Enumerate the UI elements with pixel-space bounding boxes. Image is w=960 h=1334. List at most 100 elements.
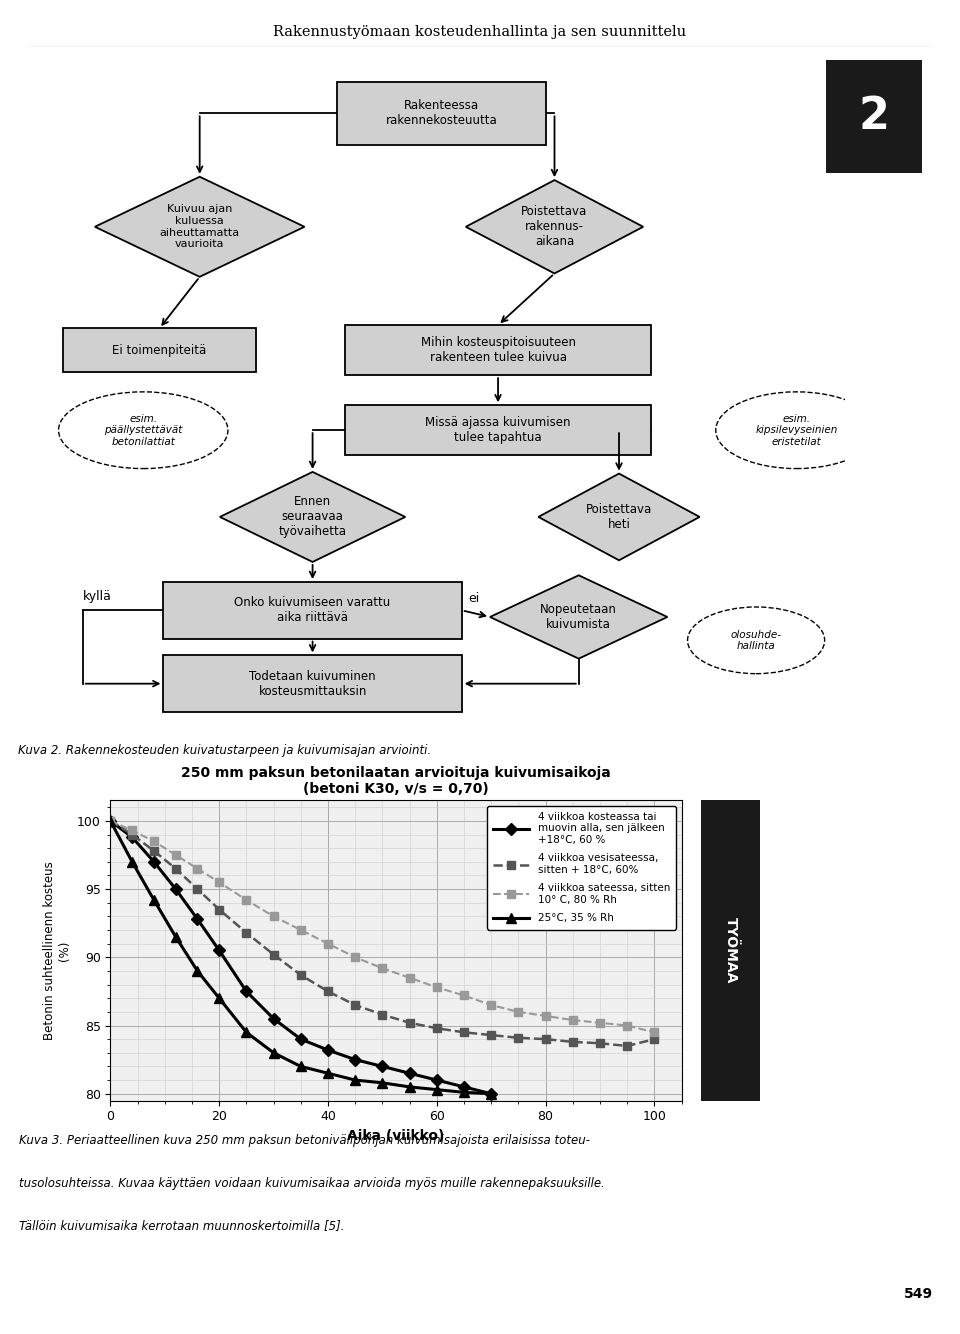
Line: 25°C, 35 % Rh: 25°C, 35 % Rh xyxy=(106,816,496,1099)
4 viikkoa vesisateessa,
sitten + 18°C, 60% xyxy=(594,1035,606,1051)
Text: kyllä: kyllä xyxy=(83,591,111,603)
25°C, 35 % Rh xyxy=(431,1082,443,1098)
4 viikkoa kosteassa tai
muovin alla, sen jälkeen
+18°C, 60 % xyxy=(127,830,138,846)
4 viikkoa sateessa, sitten
10° C, 80 % Rh xyxy=(594,1015,606,1031)
4 viikkoa vesisateessa,
sitten + 18°C, 60% xyxy=(486,1027,497,1043)
4 viikkoa kosteassa tai
muovin alla, sen jälkeen
+18°C, 60 % xyxy=(192,911,204,927)
Text: Missä ajassa kuivumisen
tulee tapahtua: Missä ajassa kuivumisen tulee tapahtua xyxy=(425,416,571,444)
Title: 250 mm paksun betonilaatan arvioituja kuivumisaikoja
(betoni K30, v/s = 0,70): 250 mm paksun betonilaatan arvioituja ku… xyxy=(181,766,611,796)
4 viikkoa vesisateessa,
sitten + 18°C, 60% xyxy=(567,1034,579,1050)
4 viikkoa vesisateessa,
sitten + 18°C, 60% xyxy=(213,902,225,918)
4 viikkoa sateessa, sitten
10° C, 80 % Rh xyxy=(192,860,204,876)
4 viikkoa sateessa, sitten
10° C, 80 % Rh xyxy=(458,987,469,1003)
4 viikkoa vesisateessa,
sitten + 18°C, 60% xyxy=(376,1007,388,1023)
4 viikkoa vesisateessa,
sitten + 18°C, 60% xyxy=(192,880,204,896)
Text: Nopeutetaan
kuivumista: Nopeutetaan kuivumista xyxy=(540,603,617,631)
FancyBboxPatch shape xyxy=(821,55,926,179)
4 viikkoa vesisateessa,
sitten + 18°C, 60% xyxy=(431,1021,443,1037)
4 viikkoa vesisateessa,
sitten + 18°C, 60% xyxy=(458,1025,469,1041)
4 viikkoa kosteassa tai
muovin alla, sen jälkeen
+18°C, 60 % xyxy=(404,1066,416,1082)
25°C, 35 % Rh xyxy=(268,1045,279,1061)
4 viikkoa vesisateessa,
sitten + 18°C, 60% xyxy=(268,947,279,963)
Ellipse shape xyxy=(687,607,825,674)
25°C, 35 % Rh xyxy=(376,1075,388,1091)
4 viikkoa sateessa, sitten
10° C, 80 % Rh xyxy=(148,834,159,850)
Line: 4 viikkoa vesisateessa,
sitten + 18°C, 60%: 4 viikkoa vesisateessa, sitten + 18°C, 6… xyxy=(107,816,659,1050)
Text: Ei toimenpiteitä: Ei toimenpiteitä xyxy=(112,344,206,356)
Text: Todetaan kuivuminen
kosteusmittauksin: Todetaan kuivuminen kosteusmittauksin xyxy=(250,670,376,698)
FancyBboxPatch shape xyxy=(163,655,462,712)
4 viikkoa vesisateessa,
sitten + 18°C, 60% xyxy=(649,1031,660,1047)
25°C, 35 % Rh xyxy=(349,1073,361,1089)
Text: Rakennustyömaan kosteudenhallinta ja sen suunnittelu: Rakennustyömaan kosteudenhallinta ja sen… xyxy=(274,25,686,39)
Text: Ennen
seuraavaa
työvaihetta: Ennen seuraavaa työvaihetta xyxy=(278,495,347,539)
4 viikkoa kosteassa tai
muovin alla, sen jälkeen
+18°C, 60 % xyxy=(170,880,181,896)
25°C, 35 % Rh xyxy=(404,1079,416,1095)
Text: 2: 2 xyxy=(858,95,889,139)
4 viikkoa kosteassa tai
muovin alla, sen jälkeen
+18°C, 60 % xyxy=(241,983,252,999)
Ellipse shape xyxy=(716,392,877,468)
Text: Onko kuivumiseen varattu
aika riittävä: Onko kuivumiseen varattu aika riittävä xyxy=(234,596,391,624)
4 viikkoa vesisateessa,
sitten + 18°C, 60% xyxy=(404,1015,416,1031)
Text: olosuhde-
hallinta: olosuhde- hallinta xyxy=(731,630,781,651)
X-axis label: Aika (viikko): Aika (viikko) xyxy=(348,1129,444,1143)
FancyBboxPatch shape xyxy=(163,582,462,639)
4 viikkoa sateessa, sitten
10° C, 80 % Rh xyxy=(268,908,279,924)
Text: 549: 549 xyxy=(904,1287,933,1301)
4 viikkoa sateessa, sitten
10° C, 80 % Rh xyxy=(431,979,443,995)
Text: TYÖMAA: TYÖMAA xyxy=(724,918,737,983)
25°C, 35 % Rh xyxy=(127,854,138,870)
Text: Kuva 2. Rakennekosteuden kuivatustarpeen ja kuivumisajan arviointi.: Kuva 2. Rakennekosteuden kuivatustarpeen… xyxy=(18,744,432,756)
4 viikkoa vesisateessa,
sitten + 18°C, 60% xyxy=(127,827,138,843)
25°C, 35 % Rh xyxy=(295,1058,306,1074)
4 viikkoa sateessa, sitten
10° C, 80 % Rh xyxy=(486,996,497,1013)
Text: Rakenteessa
rakennekosteuutta: Rakenteessa rakennekosteuutta xyxy=(386,100,497,127)
25°C, 35 % Rh xyxy=(105,812,116,828)
4 viikkoa sateessa, sitten
10° C, 80 % Rh xyxy=(323,935,334,951)
25°C, 35 % Rh xyxy=(241,1025,252,1041)
4 viikkoa sateessa, sitten
10° C, 80 % Rh xyxy=(567,1013,579,1029)
4 viikkoa vesisateessa,
sitten + 18°C, 60% xyxy=(170,860,181,876)
25°C, 35 % Rh xyxy=(148,892,159,908)
FancyBboxPatch shape xyxy=(337,81,546,145)
Polygon shape xyxy=(539,474,700,560)
4 viikkoa vesisateessa,
sitten + 18°C, 60% xyxy=(513,1030,524,1046)
4 viikkoa sateessa, sitten
10° C, 80 % Rh xyxy=(295,922,306,938)
FancyBboxPatch shape xyxy=(62,328,256,372)
Line: 4 viikkoa sateessa, sitten
10° C, 80 % Rh: 4 viikkoa sateessa, sitten 10° C, 80 % R… xyxy=(107,816,659,1037)
4 viikkoa vesisateessa,
sitten + 18°C, 60% xyxy=(349,996,361,1013)
4 viikkoa sateessa, sitten
10° C, 80 % Rh xyxy=(621,1018,633,1034)
Polygon shape xyxy=(490,575,667,659)
4 viikkoa kosteassa tai
muovin alla, sen jälkeen
+18°C, 60 % xyxy=(268,1011,279,1027)
4 viikkoa sateessa, sitten
10° C, 80 % Rh xyxy=(376,960,388,976)
4 viikkoa sateessa, sitten
10° C, 80 % Rh xyxy=(349,950,361,966)
4 viikkoa kosteassa tai
muovin alla, sen jälkeen
+18°C, 60 % xyxy=(148,854,159,870)
4 viikkoa sateessa, sitten
10° C, 80 % Rh xyxy=(540,1009,551,1025)
Line: 4 viikkoa kosteassa tai
muovin alla, sen jälkeen
+18°C, 60 %: 4 viikkoa kosteassa tai muovin alla, sen… xyxy=(107,816,495,1098)
Polygon shape xyxy=(95,177,304,276)
Text: Tällöin kuivumisaika kerrotaan muunnoskertoimilla [5].: Tällöin kuivumisaika kerrotaan muunnoske… xyxy=(19,1219,345,1233)
4 viikkoa vesisateessa,
sitten + 18°C, 60% xyxy=(621,1038,633,1054)
4 viikkoa kosteassa tai
muovin alla, sen jälkeen
+18°C, 60 % xyxy=(213,942,225,958)
4 viikkoa kosteassa tai
muovin alla, sen jälkeen
+18°C, 60 % xyxy=(376,1058,388,1074)
4 viikkoa vesisateessa,
sitten + 18°C, 60% xyxy=(295,967,306,983)
25°C, 35 % Rh xyxy=(486,1086,497,1102)
25°C, 35 % Rh xyxy=(170,928,181,944)
25°C, 35 % Rh xyxy=(323,1066,334,1082)
Ellipse shape xyxy=(59,392,228,468)
Polygon shape xyxy=(220,472,405,562)
Polygon shape xyxy=(466,180,643,273)
Text: Kuivuu ajan
kuluessa
aiheuttamatta
vaurioita: Kuivuu ajan kuluessa aiheuttamatta vauri… xyxy=(159,204,240,249)
Y-axis label: Betonin suhteellinenn kosteus
(%): Betonin suhteellinenn kosteus (%) xyxy=(43,862,71,1039)
4 viikkoa kosteassa tai
muovin alla, sen jälkeen
+18°C, 60 % xyxy=(349,1051,361,1067)
4 viikkoa vesisateessa,
sitten + 18°C, 60% xyxy=(105,812,116,828)
Text: Kuva 3. Periaatteellinen kuva 250 mm paksun betonivälipohjan kuivumisajoista eri: Kuva 3. Periaatteellinen kuva 250 mm pak… xyxy=(19,1134,589,1147)
Text: esim.
päällystettävät
betonilattiat: esim. päällystettävät betonilattiat xyxy=(104,414,182,447)
Text: ei: ei xyxy=(468,592,479,606)
Text: Poistettava
rakennus-
aikana: Poistettava rakennus- aikana xyxy=(521,205,588,248)
Text: Mihin kosteuspitoisuuteen
rakenteen tulee kuivua: Mihin kosteuspitoisuuteen rakenteen tule… xyxy=(420,336,576,364)
4 viikkoa sateessa, sitten
10° C, 80 % Rh xyxy=(404,970,416,986)
4 viikkoa vesisateessa,
sitten + 18°C, 60% xyxy=(241,924,252,940)
Text: esim.
kipsilevyseinien
eristetilat: esim. kipsilevyseinien eristetilat xyxy=(756,414,838,447)
25°C, 35 % Rh xyxy=(213,990,225,1006)
